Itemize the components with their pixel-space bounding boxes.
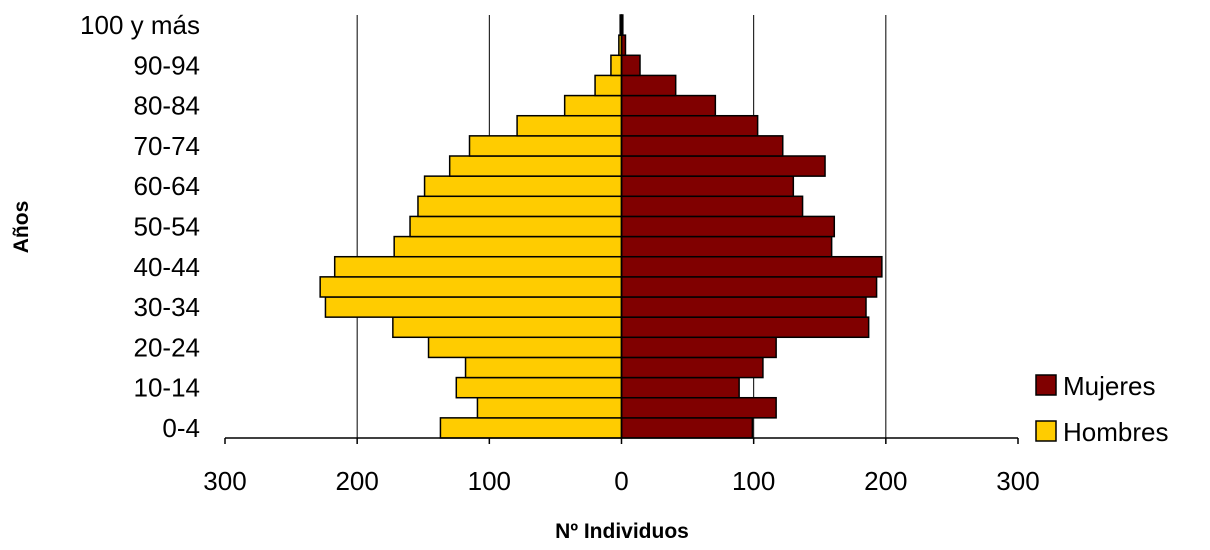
bar-hombres-10-14 xyxy=(455,376,623,399)
legend-swatch-mujeres xyxy=(1035,374,1057,396)
bar-mujeres-20-24 xyxy=(620,336,777,359)
bar-hombres-20-24 xyxy=(427,336,623,359)
y-tick-label: 70-74 xyxy=(134,131,201,161)
y-tick-label: 30-34 xyxy=(134,292,201,322)
bar-mujeres-70-74 xyxy=(620,135,784,157)
bar-mujeres-90-94 xyxy=(620,54,641,77)
y-tick-label: 50-54 xyxy=(134,212,201,242)
y-tick-label: 10-14 xyxy=(134,373,201,403)
bar-hombres-85-89 xyxy=(594,74,623,97)
bar-mujeres-25-29 xyxy=(620,316,870,339)
bar-hombres-5-9 xyxy=(476,396,623,419)
bar-mujeres-65-69 xyxy=(620,155,826,177)
legend-swatch-hombres xyxy=(1035,420,1057,442)
y-tick-label: 40-44 xyxy=(134,252,201,282)
legend-label-hombres: Hombres xyxy=(1063,417,1168,447)
bar-hombres-70-74 xyxy=(468,135,623,157)
bar-mujeres-5-9 xyxy=(620,396,777,419)
bar-mujeres-10-14 xyxy=(620,376,740,399)
y-tick-label: 0-4 xyxy=(162,413,200,443)
y-tick-label: 20-24 xyxy=(134,332,201,362)
bar-hombres-75-79 xyxy=(516,114,623,137)
x-tick-labels: 300 200 100 0 100 200 300 xyxy=(203,466,1039,496)
bar-mujeres-75-79 xyxy=(620,114,759,137)
bar-mujeres-15-19 xyxy=(620,356,764,379)
bar-hombres-50-54 xyxy=(409,215,623,238)
legend-label-mujeres: Mujeres xyxy=(1063,371,1155,401)
bar-mujeres-85-89 xyxy=(620,74,677,97)
x-tick-label: 200 xyxy=(335,466,378,496)
bar-mujeres-30-34 xyxy=(620,296,867,318)
bar-hombres-55-59 xyxy=(417,195,623,218)
x-tick-label: 0 xyxy=(614,466,628,496)
bar-hombres-80-84 xyxy=(563,94,623,117)
y-tick-label: 60-64 xyxy=(134,171,201,201)
y-tick-label: 80-84 xyxy=(134,91,201,121)
y-tick-label: 90-94 xyxy=(134,50,201,80)
bar-hombres-65-69 xyxy=(448,155,623,177)
bar-mujeres-50-54 xyxy=(620,215,836,238)
x-axis-title: Nº Individuos xyxy=(555,520,689,543)
bar-mujeres-35-39 xyxy=(620,276,878,298)
x-tick-label: 200 xyxy=(864,466,907,496)
axes xyxy=(224,15,1019,444)
legend: Mujeres Hombres xyxy=(1035,371,1168,447)
bar-hombres-30-34 xyxy=(324,296,623,318)
y-axis-title: Años xyxy=(10,201,33,254)
bar-hombres-40-44 xyxy=(333,255,623,278)
bar-hombres-90-94 xyxy=(610,54,623,77)
bar-hombres-0-4 xyxy=(439,417,623,439)
x-tick-label: 100 xyxy=(468,466,511,496)
bar-mujeres-40-44 xyxy=(620,255,883,278)
bars xyxy=(319,14,883,439)
bar-mujeres-60-64 xyxy=(620,175,795,198)
x-tick-label: 100 xyxy=(732,466,775,496)
bar-mujeres-55-59 xyxy=(620,195,804,218)
bar-mujeres-45-49 xyxy=(620,235,833,258)
bar-hombres-35-39 xyxy=(319,276,623,298)
x-tick-label: 300 xyxy=(996,466,1039,496)
bar-mujeres-0-4 xyxy=(620,417,754,439)
bar-hombres-45-49 xyxy=(393,235,623,258)
y-tick-label: 100 y más xyxy=(80,10,200,40)
y-tick-labels: 0-4 10-14 20-24 30-34 40-44 50-54 60-64 70-74 80… xyxy=(80,10,200,443)
bar-mujeres-80-84 xyxy=(620,94,717,117)
x-tick-label: 300 xyxy=(203,466,246,496)
bar-hombres-15-19 xyxy=(464,356,623,379)
bar-hombres-60-64 xyxy=(423,175,623,198)
bar-hombres-25-29 xyxy=(392,316,623,339)
